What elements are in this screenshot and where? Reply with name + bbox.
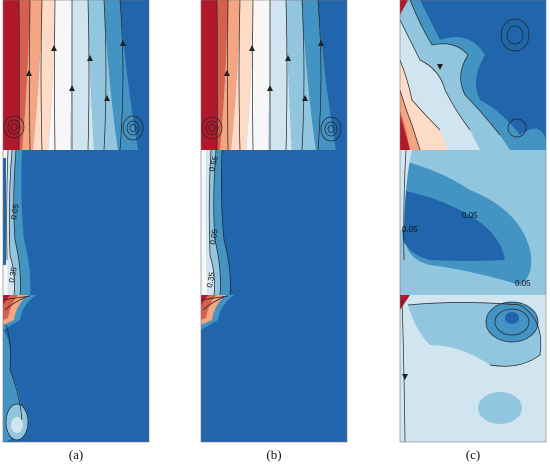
panel-b: 0.55 0.05 0.35 bbox=[200, 0, 348, 443]
panel-c-contour-label-2: 0.05 bbox=[462, 211, 478, 220]
panel-b-vortex-left bbox=[201, 116, 223, 140]
panel-a-contour-label-2: 0.35 bbox=[7, 266, 19, 283]
panel-b-bottom-contours bbox=[200, 295, 347, 442]
panel-a-bottom-contours bbox=[2, 295, 149, 442]
panel-a-top-contours bbox=[3, 0, 149, 150]
panel-b-contour-label-2: 0.05 bbox=[208, 228, 220, 245]
panel-a-middle-contours: 0.05 0.35 bbox=[3, 149, 149, 296]
panel-c-vortex-top bbox=[500, 18, 530, 52]
panel-c: 0.05 0.05 0.05 bbox=[399, 0, 547, 443]
panel-c-middle-contours: 0.05 0.05 0.05 bbox=[400, 149, 546, 295]
panel-c-streamlines bbox=[400, 0, 501, 150]
panel-a-vortex-right bbox=[122, 115, 144, 141]
panel-b-label: (b) bbox=[266, 447, 281, 462]
panel-b-top-contours bbox=[201, 0, 347, 150]
panel-b-contour-label-1: 0.55 bbox=[207, 155, 220, 173]
panel-b-middle-contours: 0.55 0.05 0.35 bbox=[201, 149, 347, 296]
panel-c-contour-label-1: 0.05 bbox=[402, 225, 418, 234]
panel-b-contour-label-3: 0.35 bbox=[205, 271, 217, 288]
panel-c-vortex-mid bbox=[507, 118, 527, 138]
panel-a-label: (a) bbox=[69, 447, 83, 462]
panel-a-contour-label-1: 0.05 bbox=[9, 203, 21, 220]
panel-a: 0.05 0.35 bbox=[2, 0, 150, 443]
panel-c-top-contours bbox=[400, 0, 546, 150]
panel-c-contour-label-3: 0.05 bbox=[515, 279, 531, 288]
panel-b-vortex-right bbox=[320, 116, 342, 142]
panel-a-vortex-left bbox=[3, 115, 25, 139]
panel-c-label: (c) bbox=[466, 447, 480, 462]
panel-b-streamlines bbox=[216, 0, 324, 150]
panel-c-bottom-contours bbox=[400, 295, 546, 443]
panel-a-streamlines bbox=[18, 0, 126, 150]
